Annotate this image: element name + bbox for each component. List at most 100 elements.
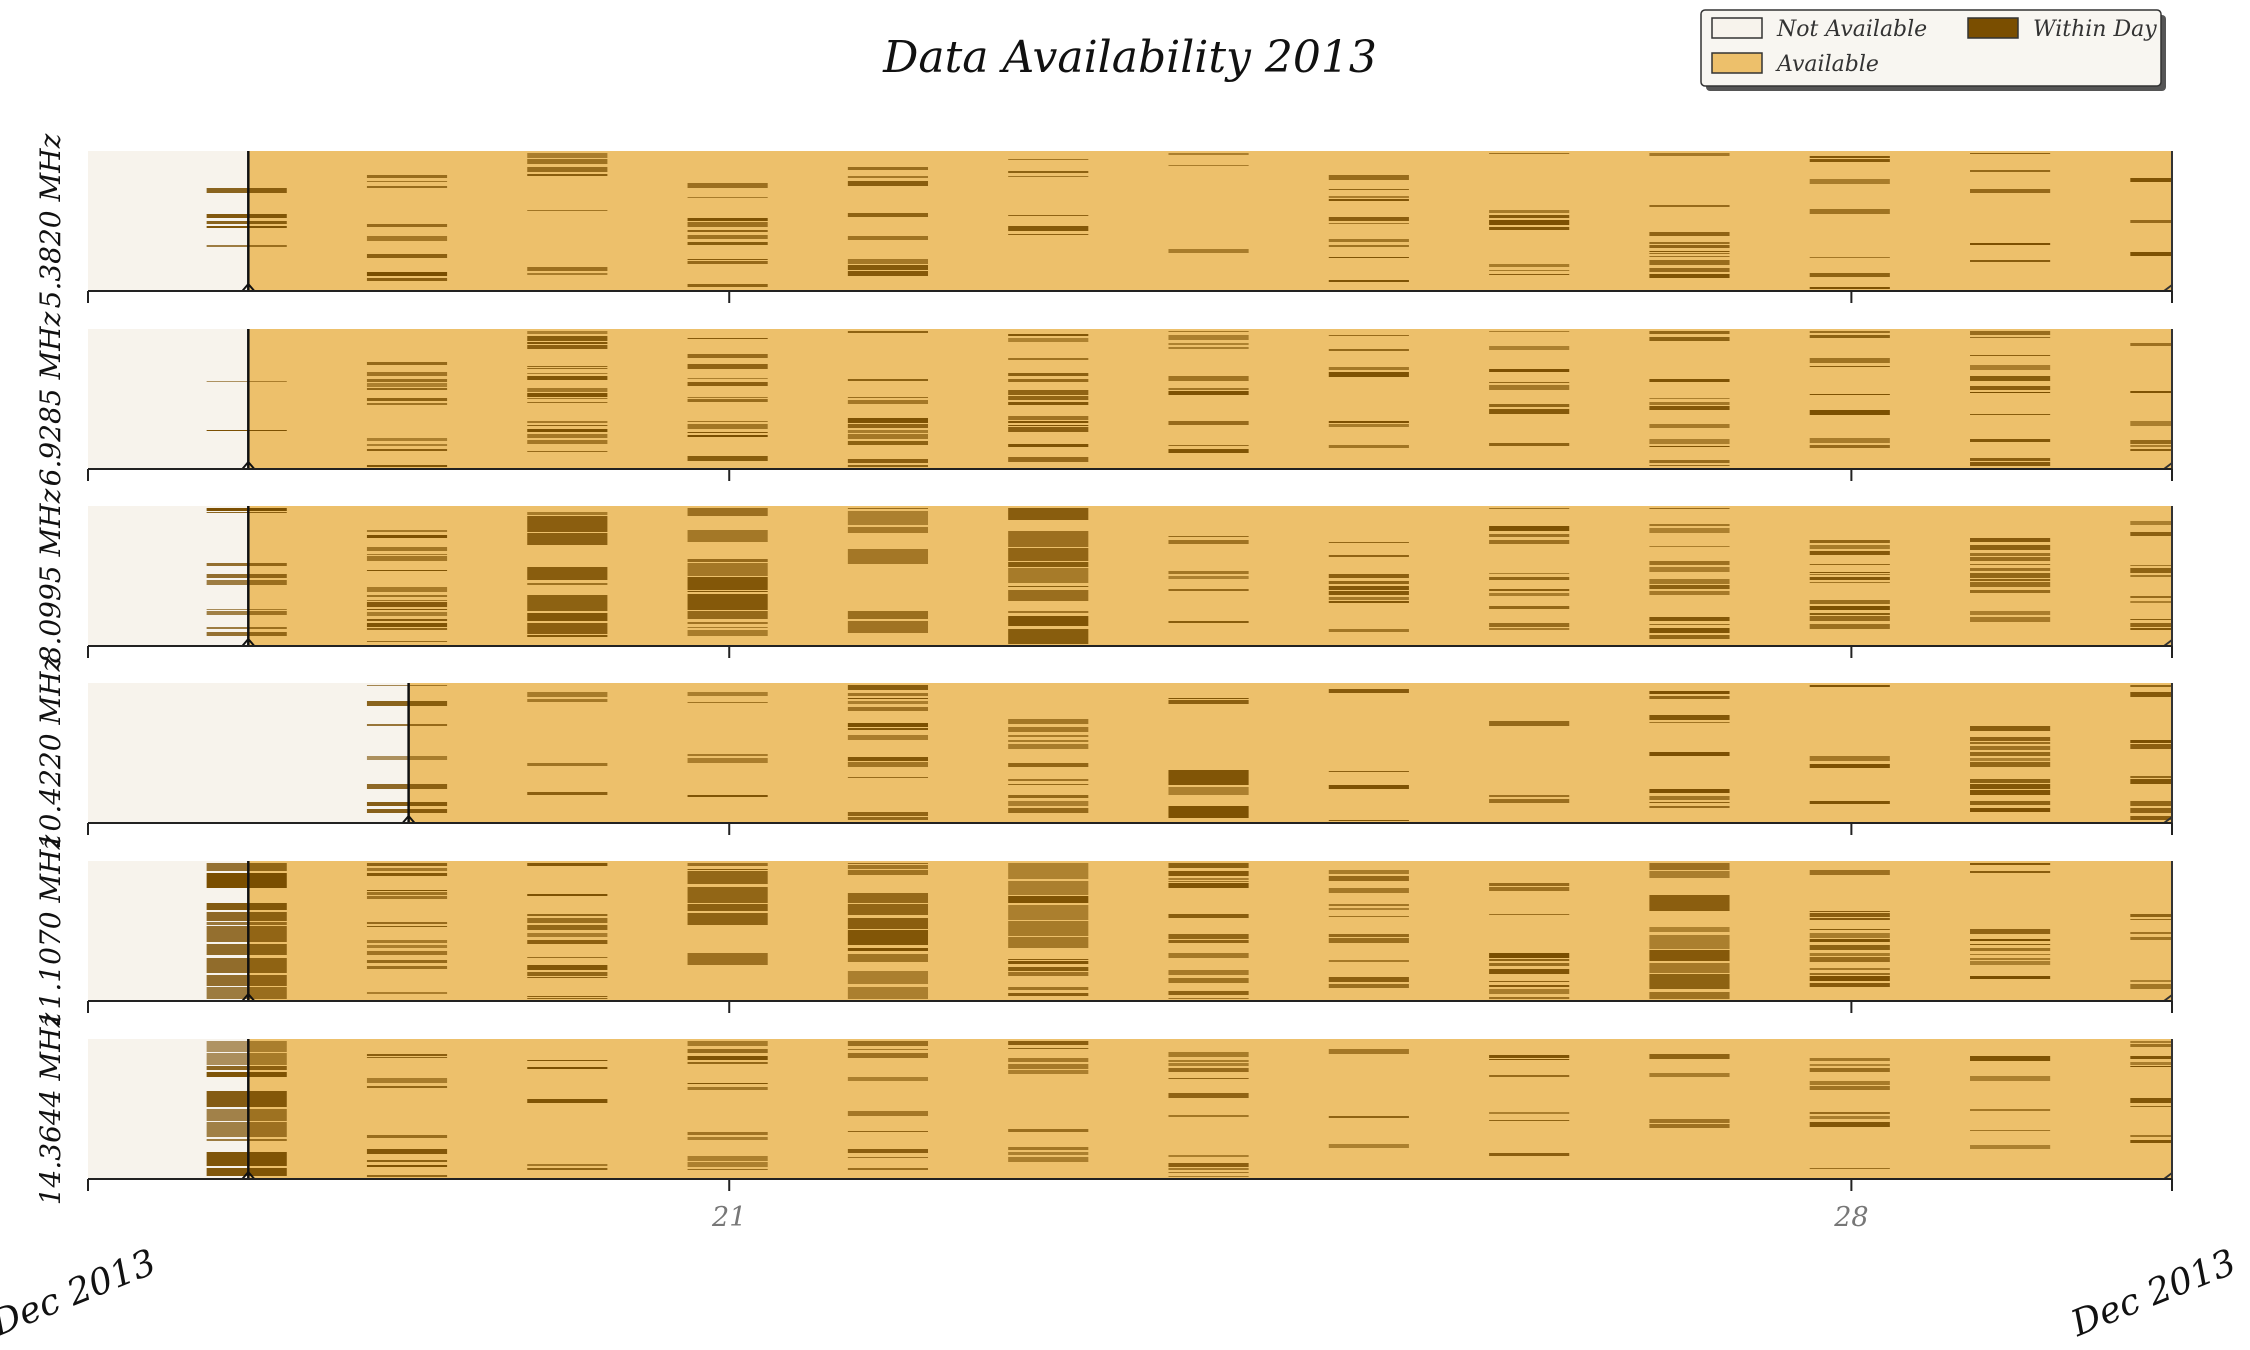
- within-day-bar: [1008, 1048, 1089, 1049]
- within-day-bar: [206, 563, 287, 566]
- within-day-bar: [1008, 1147, 1089, 1150]
- within-day-bar: [1970, 746, 2051, 750]
- within-day-bar: [1168, 165, 1249, 166]
- within-day-bar: [847, 812, 929, 816]
- series-label: 6.9285 MHz: [34, 311, 67, 486]
- within-day-bar: [687, 222, 768, 227]
- within-day-bar: [687, 591, 768, 592]
- within-day-bar: [1649, 242, 1730, 244]
- within-day-bar: [2130, 521, 2172, 525]
- within-day-bar: [1809, 933, 1890, 938]
- not-available-region: [88, 329, 249, 469]
- within-day-bar: [1008, 1070, 1089, 1074]
- within-day-bar: [1168, 335, 1249, 340]
- within-day-bar: [1809, 801, 1890, 804]
- within-day-bar: [1809, 574, 1890, 575]
- within-day-bar: [1008, 629, 1089, 644]
- within-day-bar: [1008, 234, 1089, 235]
- within-day-bar: [1168, 970, 1249, 975]
- within-day-bar: [1809, 577, 1890, 580]
- within-day-bar: [1970, 1145, 2051, 1149]
- within-day-bar: [527, 366, 608, 367]
- within-day-bar: [687, 1049, 768, 1053]
- within-day-bar: [1970, 726, 2051, 731]
- within-day-bar: [687, 354, 768, 358]
- within-day-bar: [847, 508, 929, 509]
- within-day-bar: [366, 530, 448, 532]
- within-day-bar: [1489, 887, 1570, 891]
- within-day-bar: [1809, 911, 1890, 912]
- within-day-bar: [1168, 871, 1249, 876]
- within-day-bar: [1168, 589, 1249, 591]
- within-day-bar: [1489, 914, 1570, 915]
- within-day-bar: [2130, 1044, 2172, 1047]
- within-day-bar: [687, 887, 768, 903]
- within-day-bar: [1168, 1176, 1249, 1177]
- within-day-bar: [527, 933, 608, 937]
- within-day-bar: [366, 1078, 448, 1083]
- within-day-bar: [527, 393, 608, 397]
- within-day-bar: [1970, 243, 2051, 245]
- within-day-bar: [687, 235, 768, 239]
- within-day-bar: [2130, 914, 2172, 917]
- within-day-bar: [1809, 939, 1890, 942]
- within-day-bar: [2130, 984, 2172, 989]
- within-day-bar: [847, 1053, 929, 1058]
- within-day-bar: [1168, 445, 1249, 446]
- within-day-bar: [1008, 390, 1089, 395]
- within-day-bar: [206, 1041, 287, 1052]
- within-day-bar: [1008, 735, 1089, 737]
- within-day-bar: [1328, 372, 1409, 377]
- within-day-bar: [527, 977, 608, 978]
- within-day-bar: [1649, 635, 1730, 639]
- within-day-bar: [1809, 582, 1890, 583]
- within-day-bar: [1649, 802, 1730, 803]
- within-day-bar: [527, 398, 608, 399]
- within-day-bar: [1809, 1122, 1890, 1127]
- within-day-bar: [527, 623, 608, 634]
- within-day-bar: [1008, 338, 1089, 342]
- within-day-bar: [366, 809, 448, 813]
- within-day-bar: [1649, 927, 1730, 932]
- within-day-bar: [1970, 439, 2051, 442]
- within-day-bar: [2130, 1106, 2172, 1107]
- series-label: 11.1070 MHz: [34, 834, 67, 1027]
- within-day-bar: [1489, 963, 1570, 966]
- within-day-bar: [366, 623, 448, 627]
- availability-marker: [241, 1170, 256, 1180]
- within-day-bar: [2130, 692, 2172, 697]
- within-day-bar: [1970, 260, 2051, 262]
- within-day-bar: [366, 186, 448, 188]
- within-day-bar: [1008, 881, 1089, 895]
- within-day-bar: [527, 699, 608, 702]
- within-day-bar: [847, 1077, 929, 1081]
- within-day-bar: [527, 273, 608, 275]
- within-day-bar: [366, 175, 448, 178]
- within-day-bar: [1328, 908, 1409, 910]
- within-day-bar: [206, 922, 287, 925]
- within-day-bar: [1328, 977, 1409, 982]
- within-day-bar: [1489, 953, 1570, 958]
- within-day-bar: [1489, 883, 1570, 886]
- within-day-bar: [1809, 913, 1890, 917]
- within-day-bar: [366, 701, 448, 706]
- within-day-bar: [1489, 1120, 1570, 1121]
- within-day-bar: [206, 574, 287, 578]
- within-day-bar: [366, 1149, 448, 1154]
- within-day-bar: [847, 698, 929, 699]
- within-day-bar: [366, 554, 448, 555]
- within-day-bar: [1168, 1168, 1249, 1170]
- within-day-bar: [1168, 391, 1249, 395]
- within-day-bar: [847, 271, 929, 276]
- within-day-bar: [687, 508, 768, 516]
- within-day-bar: [847, 418, 929, 423]
- within-day-bar: [206, 863, 287, 871]
- within-day-bar: [847, 611, 929, 619]
- within-day-bar: [1970, 458, 2051, 461]
- within-day-bar: [527, 512, 608, 515]
- within-day-bar: [1489, 981, 1570, 982]
- within-day-bar: [527, 998, 608, 999]
- within-day-bar: [847, 954, 929, 962]
- within-day-bar: [527, 516, 608, 532]
- within-day-bar: [1809, 613, 1890, 615]
